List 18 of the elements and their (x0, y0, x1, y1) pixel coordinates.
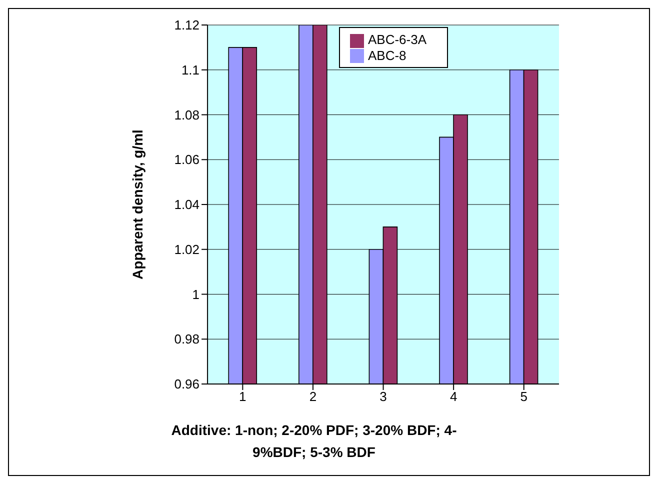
y-tick-label: 0.98 (174, 332, 200, 347)
y-tick-label: 0.96 (174, 376, 200, 392)
y-tick-label: 1.02 (174, 242, 200, 257)
x-tick-label: 3 (380, 389, 387, 404)
y-tick-label: 1.12 (174, 18, 200, 33)
y-tick-label: 1.06 (174, 152, 200, 168)
x-axis-title: Additive: 1-non; 2-20% PDF; 3-20% BDF; 4-9%BDF; 5-3% BDF (170, 421, 458, 462)
y-tick-label: 1.1 (181, 62, 200, 78)
x-tick-label: 2 (309, 389, 317, 404)
x-tick-label: 1 (239, 389, 246, 404)
x-tick-label: 4 (450, 389, 458, 404)
y-tick-label: 1 (192, 286, 200, 302)
y-axis-title: Apparent density, g/ml (130, 130, 146, 280)
x-tick-label: 5 (520, 389, 528, 404)
y-tick-label: 1.08 (174, 107, 200, 122)
y-tick-label: 1.04 (174, 197, 200, 212)
legend-label: ABC-8 (368, 48, 406, 63)
legend-label: ABC-6-3A (368, 32, 427, 47)
